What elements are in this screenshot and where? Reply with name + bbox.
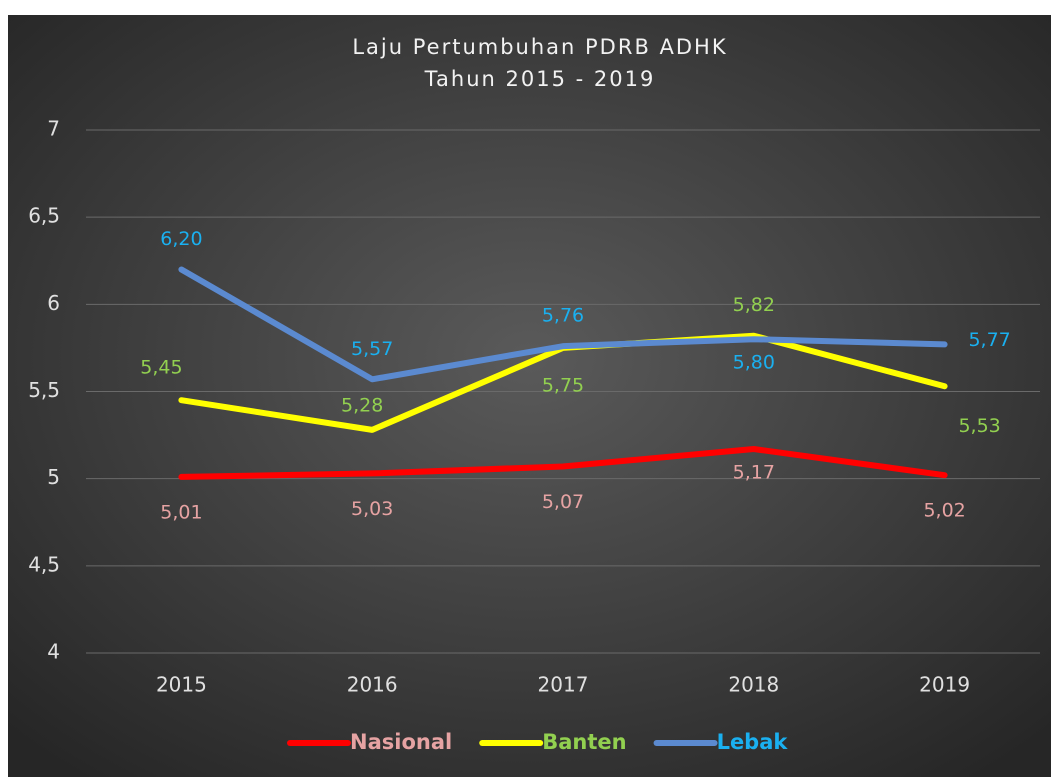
data-label: 5,28 xyxy=(341,394,383,416)
data-label: 5,57 xyxy=(351,338,393,360)
data-label: 5,17 xyxy=(733,462,775,484)
legend-label: Lebak xyxy=(717,730,789,754)
legend-label: Nasional xyxy=(350,730,452,754)
chart-title: Laju Pertumbuhan PDRB ADHK xyxy=(352,35,727,59)
x-tick-label: 2018 xyxy=(728,673,779,697)
data-label: 5,82 xyxy=(733,294,775,316)
data-label: 6,20 xyxy=(160,228,202,250)
y-tick-label: 6 xyxy=(47,291,60,315)
y-tick-label: 4,5 xyxy=(28,552,60,576)
x-tick-label: 2017 xyxy=(538,673,589,697)
data-label: 5,45 xyxy=(140,357,182,379)
chart-subtitle: Tahun 2015 - 2019 xyxy=(424,67,656,91)
data-label: 5,80 xyxy=(733,352,775,374)
y-tick-label: 4 xyxy=(47,640,60,664)
x-tick-label: 2019 xyxy=(919,673,970,697)
data-label: 5,03 xyxy=(351,498,393,520)
chart-background xyxy=(8,15,1051,777)
data-label: 5,01 xyxy=(160,501,202,523)
data-label: 5,07 xyxy=(542,491,584,513)
data-label: 5,53 xyxy=(958,415,1000,437)
y-tick-label: 6,5 xyxy=(28,204,60,228)
x-tick-label: 2016 xyxy=(347,673,398,697)
y-tick-label: 7 xyxy=(47,117,60,141)
line-series xyxy=(178,266,948,383)
data-label: 5,75 xyxy=(542,374,584,396)
data-label: 5,02 xyxy=(923,500,965,522)
y-tick-label: 5 xyxy=(47,465,60,489)
data-label: 5,77 xyxy=(968,329,1010,351)
data-label: 5,76 xyxy=(542,305,584,327)
line-series xyxy=(178,446,948,480)
legend-label: Banten xyxy=(542,730,626,754)
x-tick-label: 2015 xyxy=(156,673,207,697)
y-tick-label: 5,5 xyxy=(28,378,60,402)
